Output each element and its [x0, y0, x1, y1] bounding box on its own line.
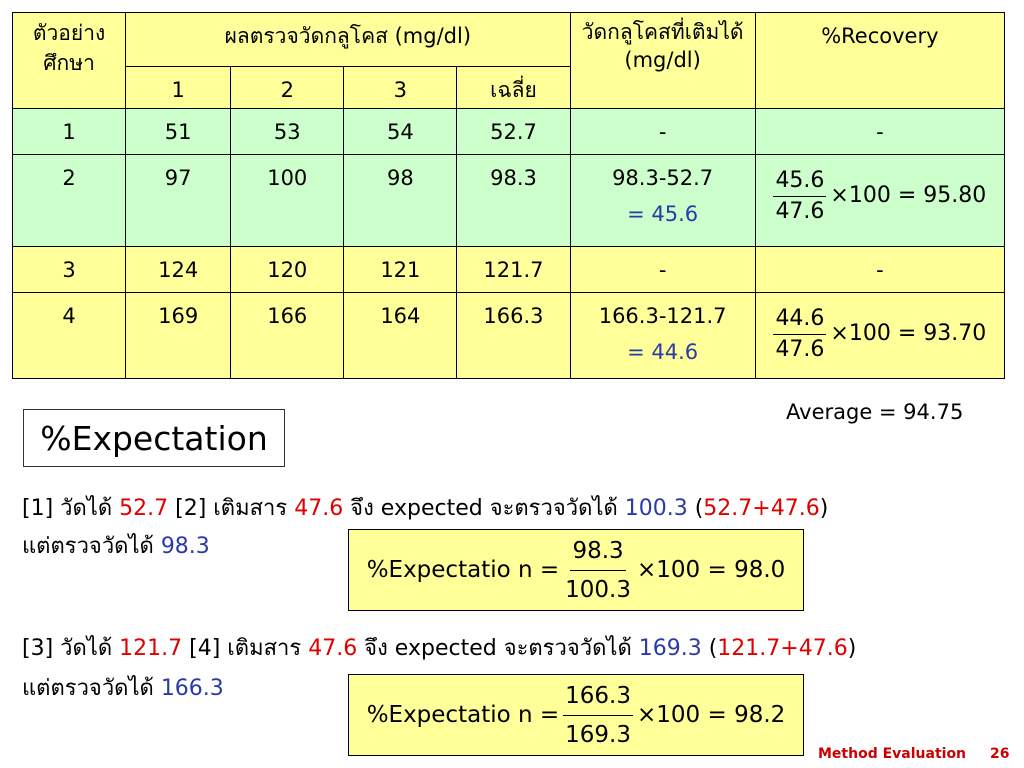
table-row: 2 97 100 98 98.3 98.3-52.7 = 45.6 45.6 4… [11, 154, 1006, 247]
subheader-2: 2 [230, 66, 345, 109]
cell-average: 166.3 [456, 292, 571, 379]
recovery-denominator: 47.6 [775, 336, 825, 362]
formula-label: %Expectatio n = [366, 702, 560, 728]
cell-sample: 1 [11, 108, 127, 155]
formula-fraction: 98.3 100.3 [563, 534, 633, 607]
formula-fraction: 166.3 169.3 [563, 679, 634, 752]
expectation-title-box: %Expectation [23, 409, 285, 467]
cell-value-3: 54 [343, 108, 458, 155]
header-recovery: %Recovery [754, 12, 1006, 109]
footer-title: Method Evaluation [818, 746, 967, 762]
cell-sample: 3 [11, 246, 127, 293]
cell-sample: 2 [11, 154, 127, 247]
header-glucose: ผลตรวจวัดกลูโคส (mg/dl) [125, 12, 571, 67]
recovery-fraction: 45.6 47.6 [773, 168, 827, 225]
cell-value-3: 164 [343, 292, 458, 379]
text: ( [701, 636, 718, 661]
measured-expression: 98.3-52.7 [612, 166, 714, 190]
cell-value-1: 51 [125, 108, 232, 155]
paragraph-2-line-1: [3] วัดได้ 121.7 [4] เติมสาร 47.6 จึง ex… [22, 630, 856, 665]
cell-measured: 166.3-121.7 = 44.6 [569, 292, 756, 379]
recovery-formula: 45.6 47.6 ×100 = 95.80 [760, 160, 1000, 232]
recovery-result: ×100 = 95.80 [830, 183, 987, 208]
formula-result: ×100 = 98.2 [637, 702, 786, 728]
cell-measured: - [569, 108, 756, 155]
cell-value-1: 124 [125, 246, 232, 293]
measured-expression: 166.3-121.7 [598, 304, 727, 328]
cell-recovery: 45.6 47.6 ×100 = 95.80 [754, 154, 1006, 247]
text: แต่ตรวจวัดได้ [22, 534, 161, 559]
cell-value-1: 97 [125, 154, 232, 247]
text: [2] เติมสาร [168, 496, 295, 521]
cell-value-3: 121 [343, 246, 458, 293]
formula-result: ×100 = 98.0 [637, 557, 786, 583]
cell-measured: - [569, 246, 756, 293]
expectation-formula-2: %Expectatio n = 166.3 169.3 ×100 = 98.2 [348, 674, 804, 756]
value-added: 47.6 [294, 496, 344, 521]
cell-average: 52.7 [456, 108, 571, 155]
value-expected: 169.3 [638, 636, 702, 661]
text: [4] เติมสาร [182, 636, 309, 661]
cell-recovery: 44.6 47.6 ×100 = 93.70 [754, 292, 1006, 379]
measured-result: = 44.6 [627, 340, 699, 364]
subheader-1: 1 [125, 66, 232, 109]
cell-measured: 98.3-52.7 = 45.6 [569, 154, 756, 247]
value-sum: 52.7+47.6 [703, 496, 820, 521]
recovery-numerator: 44.6 [773, 306, 827, 335]
recovery-fraction: 44.6 47.6 [773, 306, 827, 363]
cell-recovery: - [754, 246, 1006, 293]
cell-average: 121.7 [456, 246, 571, 293]
text: [3] วัดได้ [22, 636, 120, 661]
cell-average: 98.3 [456, 154, 571, 247]
subheader-average: เฉลี่ย [456, 66, 571, 109]
cell-value-2: 166 [230, 292, 345, 379]
value-added: 47.6 [308, 636, 358, 661]
expectation-formula-1: %Expectatio n = 98.3 100.3 ×100 = 98.0 [348, 529, 804, 611]
formula-denominator: 100.3 [565, 576, 632, 603]
paragraph-1-line-2: แต่ตรวจวัดได้ 98.3 [22, 528, 210, 563]
text: [1] วัดได้ [22, 496, 120, 521]
text: แต่ตรวจวัดได้ [22, 676, 161, 701]
cell-value-1: 169 [125, 292, 232, 379]
value-expected: 100.3 [624, 496, 688, 521]
text: ( [687, 496, 704, 521]
recovery-formula: 44.6 47.6 ×100 = 93.70 [760, 298, 1000, 370]
cell-value-2: 100 [230, 154, 345, 247]
paragraph-1-line-1: [1] วัดได้ 52.7 [2] เติมสาร 47.6 จึง exp… [22, 490, 828, 525]
value-measured: 121.7 [119, 636, 183, 661]
average-recovery: Average = 94.75 [786, 400, 964, 424]
text: จึง expected จะตรวจวัดได้ [343, 496, 625, 521]
value-observed: 98.3 [160, 534, 210, 559]
recovery-numerator: 45.6 [773, 168, 827, 197]
cell-value-3: 98 [343, 154, 458, 247]
text: ) [847, 636, 857, 661]
value-sum: 121.7+47.6 [717, 636, 848, 661]
table-row: 3 124 120 121 121.7 - - [11, 246, 1006, 293]
value-observed: 166.3 [160, 676, 224, 701]
cell-sample: 4 [11, 292, 127, 379]
formula-numerator: 98.3 [570, 534, 626, 571]
value-measured: 52.7 [119, 496, 169, 521]
text: ) [819, 496, 829, 521]
text: จึง expected จะตรวจวัดได้ [357, 636, 639, 661]
header-sample: ตัวอย่างศึกษา [11, 12, 127, 109]
cell-value-2: 120 [230, 246, 345, 293]
formula-denominator: 169.3 [565, 721, 632, 748]
table-row: 4 169 166 164 166.3 166.3-121.7 = 44.6 4… [11, 292, 1006, 379]
cell-recovery: - [754, 108, 1006, 155]
results-table: ตัวอย่างศึกษา ผลตรวจวัดกลูโคส (mg/dl) วั… [11, 12, 1006, 379]
subheader-3: 3 [343, 66, 458, 109]
formula-label: %Expectatio n = [366, 557, 560, 583]
header-measured: วัดกลูโคสที่เติมได้ (mg/dl) [569, 12, 756, 109]
footer-page-number: 26 [990, 746, 1010, 762]
recovery-denominator: 47.6 [775, 198, 825, 224]
formula-numerator: 166.3 [563, 679, 634, 716]
measured-result: = 45.6 [627, 202, 699, 226]
table-row: 1 51 53 54 52.7 - - [11, 108, 1006, 155]
cell-value-2: 53 [230, 108, 345, 155]
recovery-result: ×100 = 93.70 [830, 321, 987, 346]
paragraph-2-line-2: แต่ตรวจวัดได้ 166.3 [22, 670, 224, 705]
